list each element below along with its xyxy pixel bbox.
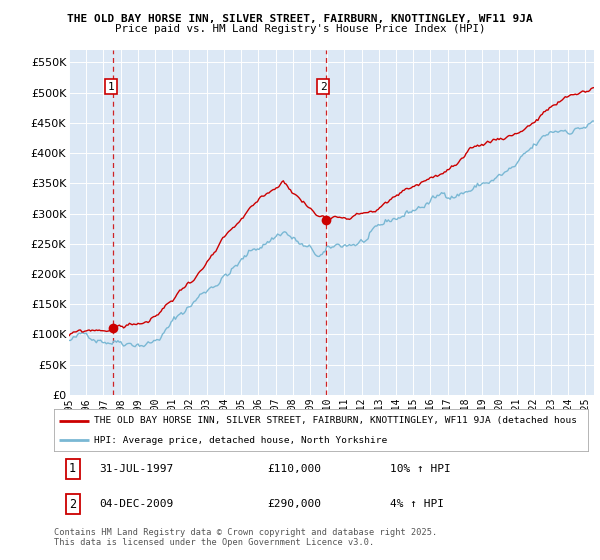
Text: £290,000: £290,000 xyxy=(268,499,322,509)
Text: 04-DEC-2009: 04-DEC-2009 xyxy=(100,499,173,509)
Text: 10% ↑ HPI: 10% ↑ HPI xyxy=(391,464,451,474)
Text: Price paid vs. HM Land Registry's House Price Index (HPI): Price paid vs. HM Land Registry's House … xyxy=(115,24,485,34)
Text: 1: 1 xyxy=(107,82,114,92)
Text: 4% ↑ HPI: 4% ↑ HPI xyxy=(391,499,445,509)
Text: 2: 2 xyxy=(320,82,326,92)
Text: Contains HM Land Registry data © Crown copyright and database right 2025.
This d: Contains HM Land Registry data © Crown c… xyxy=(54,528,437,547)
Text: 1: 1 xyxy=(69,463,76,475)
Text: THE OLD BAY HORSE INN, SILVER STREET, FAIRBURN, KNOTTINGLEY, WF11 9JA (detached : THE OLD BAY HORSE INN, SILVER STREET, FA… xyxy=(94,416,577,425)
Text: 31-JUL-1997: 31-JUL-1997 xyxy=(100,464,173,474)
Text: HPI: Average price, detached house, North Yorkshire: HPI: Average price, detached house, Nort… xyxy=(94,436,388,445)
Text: £110,000: £110,000 xyxy=(268,464,322,474)
Text: 2: 2 xyxy=(69,497,76,511)
Text: THE OLD BAY HORSE INN, SILVER STREET, FAIRBURN, KNOTTINGLEY, WF11 9JA: THE OLD BAY HORSE INN, SILVER STREET, FA… xyxy=(67,14,533,24)
